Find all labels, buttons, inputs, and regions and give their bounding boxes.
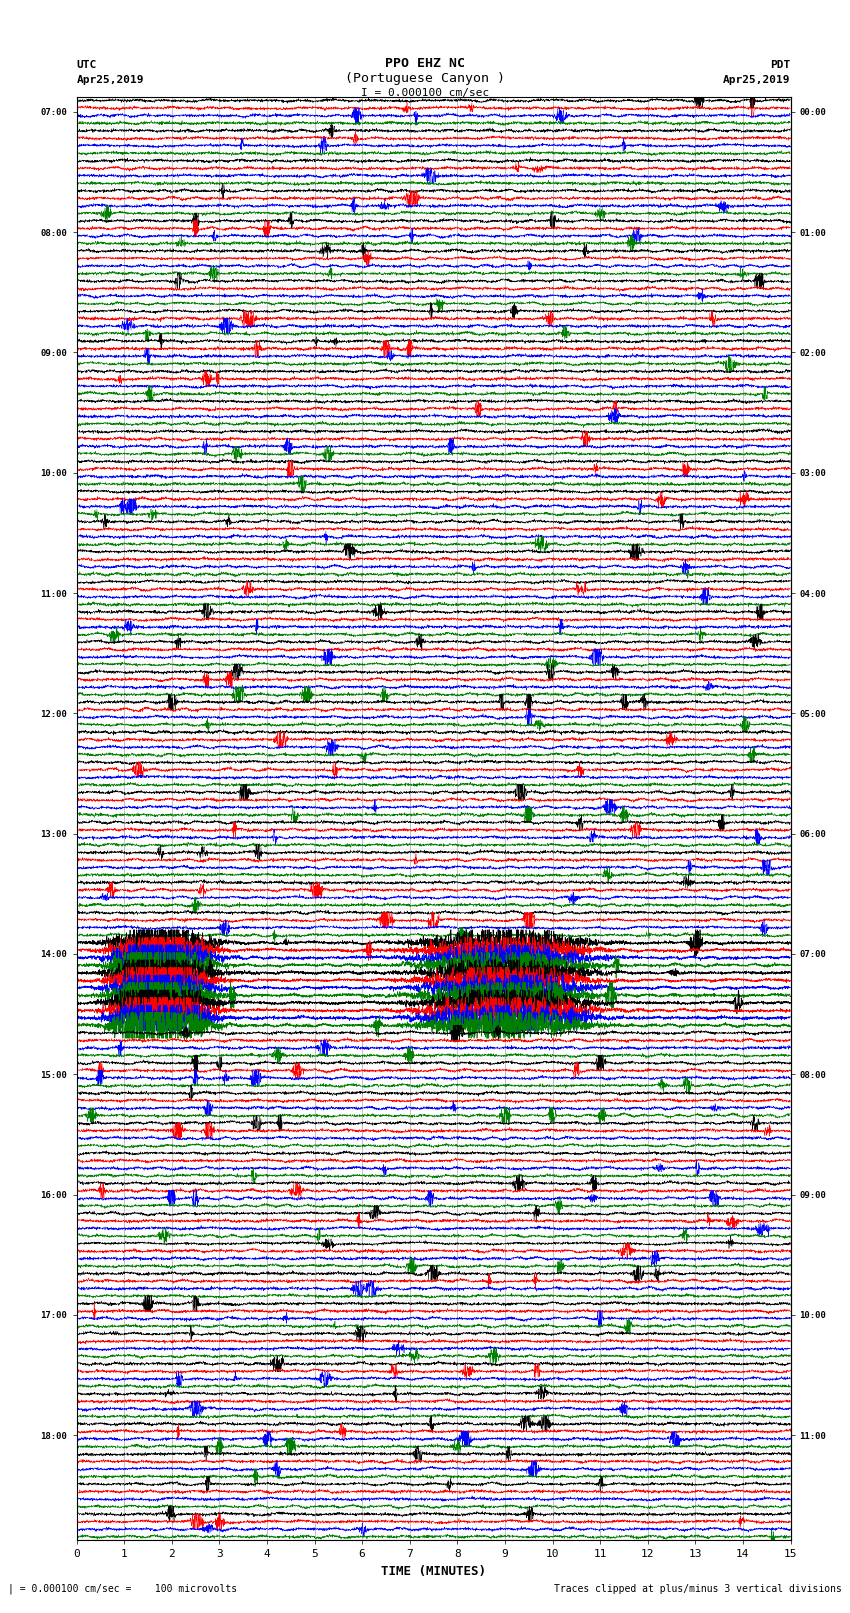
Text: Traces clipped at plus/minus 3 vertical divisions: Traces clipped at plus/minus 3 vertical … [553, 1584, 842, 1594]
Text: I = 0.000100 cm/sec: I = 0.000100 cm/sec [361, 87, 489, 97]
X-axis label: TIME (MINUTES): TIME (MINUTES) [381, 1565, 486, 1578]
Text: Apr25,2019: Apr25,2019 [76, 74, 144, 84]
Text: PPO EHZ NC: PPO EHZ NC [385, 56, 465, 71]
Text: Apr25,2019: Apr25,2019 [723, 74, 791, 84]
Text: UTC: UTC [76, 60, 97, 71]
Text: PDT: PDT [770, 60, 790, 71]
Text: | = 0.000100 cm/sec =    100 microvolts: | = 0.000100 cm/sec = 100 microvolts [8, 1582, 238, 1594]
Text: (Portuguese Canyon ): (Portuguese Canyon ) [345, 71, 505, 84]
